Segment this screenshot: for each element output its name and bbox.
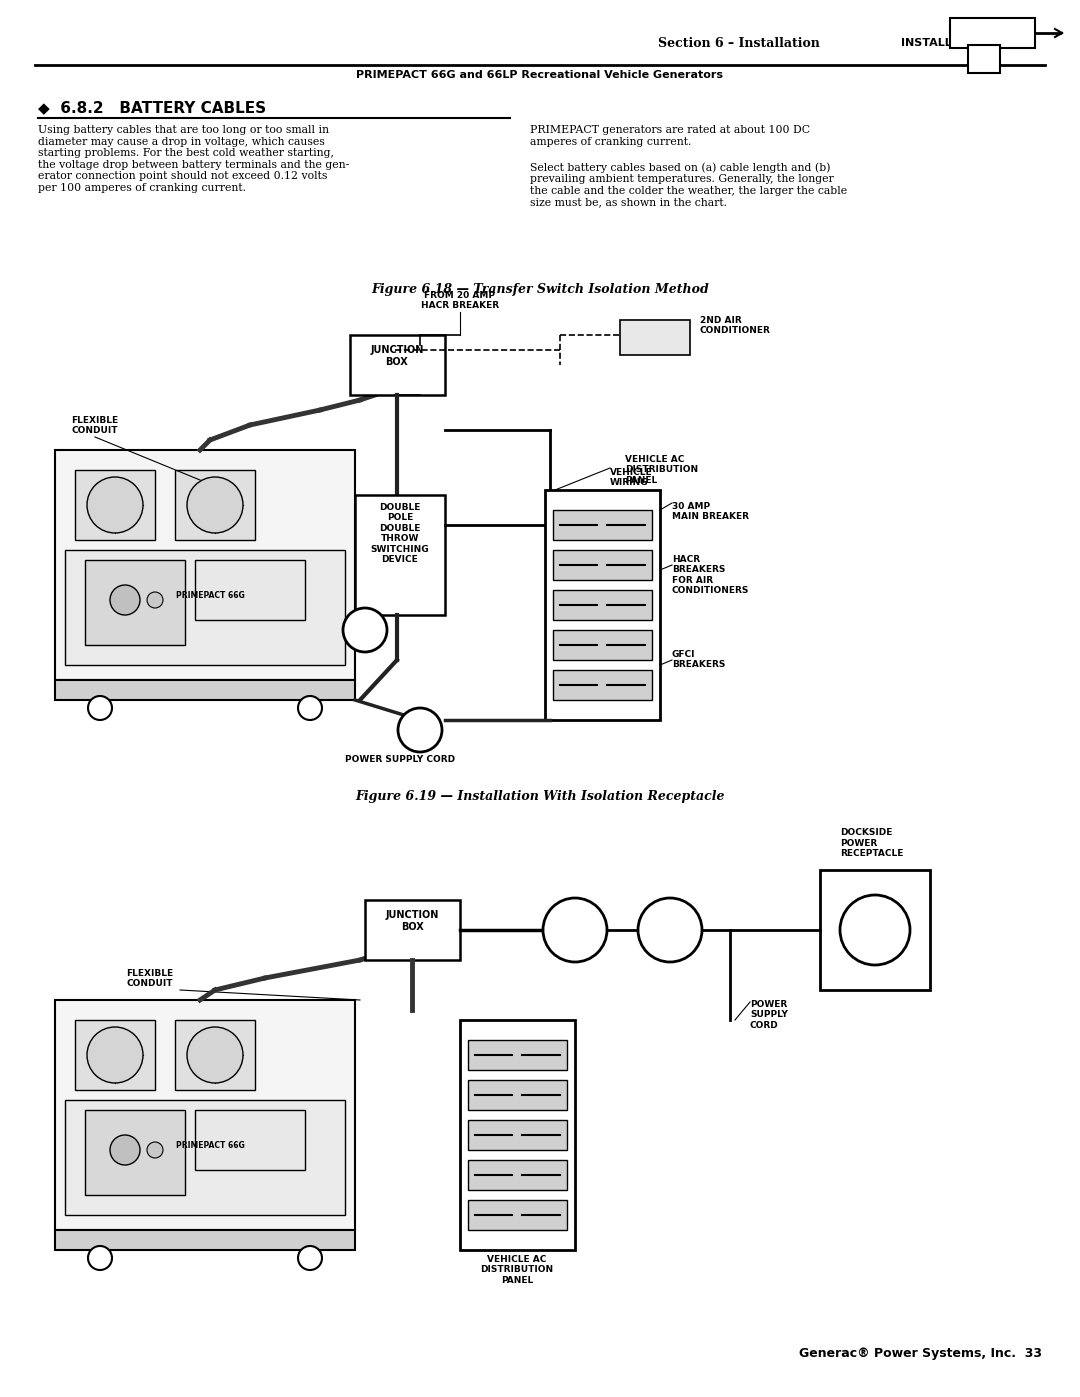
Bar: [195, 560, 305, 620]
Circle shape: [110, 1134, 140, 1165]
Bar: [620, 320, 690, 355]
Bar: [460, 1020, 575, 1250]
Bar: [175, 469, 255, 541]
Bar: [820, 870, 930, 990]
Bar: [468, 1080, 567, 1111]
Circle shape: [543, 898, 607, 963]
Circle shape: [638, 898, 702, 963]
Bar: [950, 18, 1035, 47]
Bar: [350, 335, 445, 395]
Circle shape: [298, 1246, 322, 1270]
Text: Generac® Power Systems, Inc.  33: Generac® Power Systems, Inc. 33: [799, 1347, 1042, 1361]
Circle shape: [840, 895, 910, 965]
Bar: [75, 1020, 156, 1090]
Text: PRIMEPACT 66G and 66LP Recreational Vehicle Generators: PRIMEPACT 66G and 66LP Recreational Vehi…: [356, 70, 724, 80]
Text: POWER
SUPPLY
CORD: POWER SUPPLY CORD: [750, 1000, 788, 1030]
Bar: [553, 550, 652, 580]
Bar: [553, 671, 652, 700]
Text: Figure 6.19 — Installation With Isolation Receptacle: Figure 6.19 — Installation With Isolatio…: [355, 789, 725, 803]
Circle shape: [187, 1027, 243, 1083]
Bar: [468, 1160, 567, 1190]
Text: VEHICLE
WIRING: VEHICLE WIRING: [610, 468, 652, 488]
Text: Using battery cables that are too long or too small in
diameter may cause a drop: Using battery cables that are too long o…: [38, 124, 349, 193]
Bar: [75, 469, 156, 541]
Text: 30 AMP
MAIN BREAKER: 30 AMP MAIN BREAKER: [672, 502, 750, 521]
Circle shape: [147, 592, 163, 608]
Text: VEHICLE AC
DISTRIBUTION
PANEL: VEHICLE AC DISTRIBUTION PANEL: [481, 1255, 554, 1285]
Circle shape: [110, 585, 140, 615]
Text: ◆  6.8.2   BATTERY CABLES: ◆ 6.8.2 BATTERY CABLES: [38, 101, 266, 115]
Bar: [468, 1039, 567, 1070]
Bar: [545, 490, 660, 719]
Text: DOCKSIDE
POWER
RECEPTACLE: DOCKSIDE POWER RECEPTACLE: [840, 828, 903, 858]
Bar: [365, 900, 460, 960]
Bar: [468, 1200, 567, 1229]
Text: INSTALLATION: INSTALLATION: [901, 38, 990, 47]
Bar: [195, 1111, 305, 1171]
Bar: [175, 1020, 255, 1090]
Circle shape: [399, 708, 442, 752]
Bar: [55, 1229, 355, 1250]
Circle shape: [187, 476, 243, 534]
Circle shape: [147, 1141, 163, 1158]
Circle shape: [343, 608, 387, 652]
Bar: [553, 630, 652, 659]
Text: PRIMEPACT 66G: PRIMEPACT 66G: [176, 591, 244, 599]
Text: FLEXIBLE
CONDUIT: FLEXIBLE CONDUIT: [126, 968, 174, 988]
Bar: [968, 45, 1000, 73]
Bar: [355, 495, 445, 615]
Bar: [55, 450, 355, 680]
Bar: [65, 550, 345, 665]
Bar: [468, 1120, 567, 1150]
Circle shape: [298, 696, 322, 719]
Text: Section 6 – Installation: Section 6 – Installation: [658, 36, 820, 50]
Text: HACR
BREAKERS
FOR AIR
CONDITIONERS: HACR BREAKERS FOR AIR CONDITIONERS: [672, 555, 750, 595]
Text: Select battery cables based on (a) cable length and (b)
prevailing ambient tempe: Select battery cables based on (a) cable…: [530, 162, 847, 207]
Bar: [553, 510, 652, 541]
Text: Figure 6.18 — Transfer Switch Isolation Method: Figure 6.18 — Transfer Switch Isolation …: [372, 284, 708, 296]
Text: FROM 20 AMP
HACR BREAKER: FROM 20 AMP HACR BREAKER: [421, 291, 499, 310]
Text: VEHICLE AC
DISTRIBUTION
PANEL: VEHICLE AC DISTRIBUTION PANEL: [625, 455, 698, 485]
Text: GFCI
BREAKERS: GFCI BREAKERS: [672, 650, 726, 669]
Text: 2ND AIR
CONDITIONER: 2ND AIR CONDITIONER: [700, 316, 771, 335]
Text: POWER SUPPLY CORD: POWER SUPPLY CORD: [345, 754, 455, 764]
Text: JUNCTION
BOX: JUNCTION BOX: [386, 909, 438, 932]
Bar: [65, 1099, 345, 1215]
Circle shape: [87, 476, 143, 534]
Text: PRIMEPACT generators are rated at about 100 DC
amperes of cranking current.: PRIMEPACT generators are rated at about …: [530, 124, 810, 147]
Bar: [85, 1111, 185, 1194]
Bar: [553, 590, 652, 620]
Text: JUNCTION
BOX: JUNCTION BOX: [370, 345, 423, 366]
Text: FLEXIBLE
CONDUIT: FLEXIBLE CONDUIT: [71, 415, 119, 434]
Circle shape: [87, 1027, 143, 1083]
Bar: [55, 680, 355, 700]
Circle shape: [87, 696, 112, 719]
Text: PRIMEPACT 66G: PRIMEPACT 66G: [176, 1140, 244, 1150]
Circle shape: [87, 1246, 112, 1270]
Bar: [85, 560, 185, 645]
Bar: [55, 1000, 355, 1229]
Text: DOUBLE
POLE
DOUBLE
THROW
SWITCHING
DEVICE: DOUBLE POLE DOUBLE THROW SWITCHING DEVIC…: [370, 503, 430, 564]
